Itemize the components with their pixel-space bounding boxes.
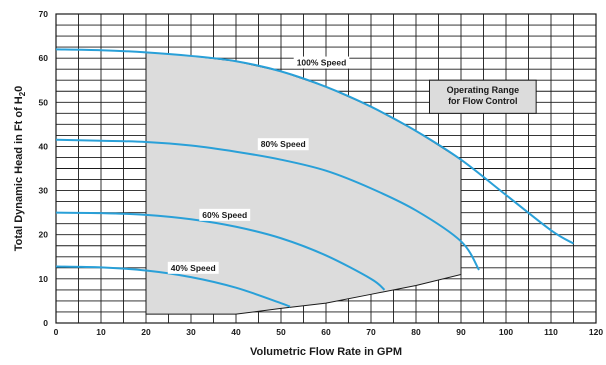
x-tick-label: 70 <box>366 327 376 337</box>
x-tick-label: 80 <box>411 327 421 337</box>
x-tick-label: 50 <box>276 327 286 337</box>
x-tick-label: 60 <box>321 327 331 337</box>
y-tick-label: 70 <box>39 9 49 19</box>
y-tick-label: 50 <box>39 97 49 107</box>
y-tick-label: 20 <box>39 230 49 240</box>
operating-range-label-line2: for Flow Control <box>448 96 518 106</box>
curve-label-80-pct-speed: 80% Speed <box>261 139 306 149</box>
operating-range-callout: Operating Range for Flow Control <box>429 79 537 114</box>
curve-label-background <box>293 56 350 69</box>
plot-frame <box>55 13 597 324</box>
x-tick-label: 120 <box>589 327 603 337</box>
curve-80-pct-speed <box>55 138 480 271</box>
y-axis-title-subscript: 2 <box>18 91 27 96</box>
x-tick-label: 90 <box>456 327 466 337</box>
x-tick-label: 40 <box>231 327 241 337</box>
curve-label-background <box>199 208 251 221</box>
y-tick-label: 30 <box>39 186 49 196</box>
x-tick-label: 110 <box>544 327 558 337</box>
curve-labels: 100% Speed 80% Speed 60% Speed 40% Speed <box>167 56 350 274</box>
y-axis-title-main: Total Dynamic Head in Ft of H <box>13 96 25 251</box>
curve-label-40-pct-speed: 40% Speed <box>171 263 216 273</box>
curve-label-background <box>257 138 309 151</box>
curve-label-100-pct-speed: 100% Speed <box>297 58 347 68</box>
x-tick-label: 30 <box>186 327 196 337</box>
curve-label-60-pct-speed: 60% Speed <box>202 210 247 220</box>
curve-label-background <box>167 261 219 274</box>
y-tick-label: 40 <box>39 141 49 151</box>
speed-curves <box>55 48 575 308</box>
x-tick-label: 20 <box>141 327 151 337</box>
x-tick-label: 100 <box>499 327 513 337</box>
curve-60-pct-speed <box>55 211 386 291</box>
y-axis-title-suffix: 0 <box>13 86 25 92</box>
curve-40-pct-speed <box>55 265 291 308</box>
operating-range-label-line1: Operating Range <box>447 85 520 95</box>
tick-labels: 0 10 20 30 40 50 60 70 80 90 100 110 120 0 10 20 30 40 50 6… <box>39 9 604 337</box>
operating-range-callout-box <box>429 79 537 114</box>
y-axis-title: Total Dynamic Head in Ft of H20 <box>13 86 27 252</box>
x-tick-label: 10 <box>96 327 106 337</box>
y-tick-label: 10 <box>39 274 49 284</box>
y-tick-label: 60 <box>39 53 49 63</box>
x-tick-label: 0 <box>54 327 59 337</box>
y-tick-label: 0 <box>43 318 48 328</box>
curve-100-pct-speed <box>55 48 575 245</box>
x-axis-title: Volumetric Flow Rate in GPM <box>250 346 402 358</box>
